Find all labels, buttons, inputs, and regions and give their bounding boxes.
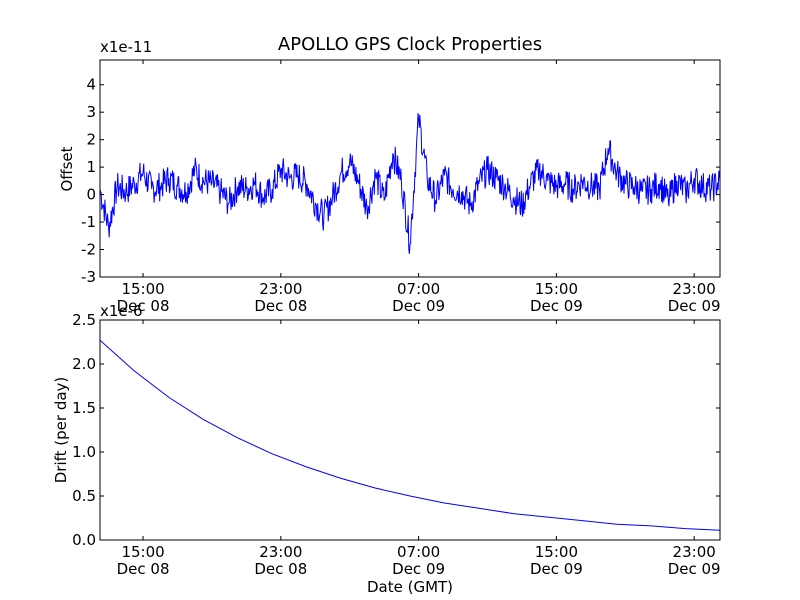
offset-x-tick-date: Dec 09 [668, 297, 721, 315]
offset-x-tick-date: Dec 09 [530, 297, 583, 315]
offset-subplot: APOLLO GPS Clock Properties x1e-11 Offse… [58, 34, 721, 315]
drift-x-tick-time: 07:00 [397, 543, 440, 561]
drift-y-axis-label: Drift (per day) [52, 377, 70, 484]
drift-exponent-label: x1e-6 [100, 302, 143, 320]
drift-y-tick-label: 0.5 [72, 487, 96, 505]
offset-exponent-label: x1e-11 [100, 38, 152, 56]
drift-x-tick-time: 15:00 [535, 543, 578, 561]
drift-x-tick-time: 15:00 [121, 543, 164, 561]
offset-plot-area [100, 113, 720, 254]
drift-y-ticks: 0.0 0.5 1.0 1.5 2.0 2.5 [72, 311, 720, 549]
offset-y-tick-label: 0 [86, 186, 96, 204]
offset-y-tick-label: 1 [86, 158, 96, 176]
offset-x-tick-time: 23:00 [673, 280, 716, 298]
drift-axes-frame [99, 319, 721, 541]
offset-y-axis-label: Offset [58, 146, 76, 191]
drift-series-line [100, 339, 720, 531]
offset-x-tick-date: Dec 08 [117, 297, 170, 315]
drift-x-tick-date: Dec 08 [254, 560, 307, 578]
drift-y-tick-label: 0.0 [72, 531, 96, 549]
offset-y-ticks: -3 -2 -1 0 1 2 3 4 [81, 76, 720, 286]
drift-x-tick-date: Dec 09 [668, 560, 721, 578]
drift-x-tick-time: 23:00 [673, 543, 716, 561]
offset-x-tick-time: 07:00 [397, 280, 440, 298]
drift-y-tick-label: 1.0 [72, 443, 96, 461]
drift-x-tick-time: 23:00 [259, 543, 302, 561]
drift-y-tick-label: 1.5 [72, 399, 96, 417]
drift-y-tick-label: 2.5 [72, 311, 96, 329]
offset-y-tick-label: -1 [81, 213, 96, 231]
offset-series-line [100, 113, 720, 254]
offset-y-tick-label: -3 [81, 268, 96, 286]
drift-plot-area [100, 339, 720, 531]
drift-x-tick-date: Dec 08 [117, 560, 170, 578]
drift-x-axis-label: Date (GMT) [367, 578, 453, 596]
chart-title: APOLLO GPS Clock Properties [278, 34, 542, 55]
offset-x-tick-time: 15:00 [121, 280, 164, 298]
drift-y-tick-label: 2.0 [72, 355, 96, 373]
drift-subplot: x1e-6 Drift (per day) Date (GMT) 0.0 0.5 1… [52, 302, 721, 596]
offset-axes-frame [99, 59, 721, 278]
offset-x-tick-date: Dec 09 [392, 297, 445, 315]
offset-x-tick-date: Dec 08 [254, 297, 307, 315]
offset-y-tick-label: 2 [86, 131, 96, 149]
offset-y-tick-label: 4 [86, 76, 96, 94]
drift-x-tick-date: Dec 09 [392, 560, 445, 578]
offset-x-tick-time: 23:00 [259, 280, 302, 298]
offset-y-tick-label: 3 [86, 103, 96, 121]
drift-x-tick-date: Dec 09 [530, 560, 583, 578]
offset-x-tick-time: 15:00 [535, 280, 578, 298]
offset-y-tick-label: -2 [81, 241, 96, 259]
